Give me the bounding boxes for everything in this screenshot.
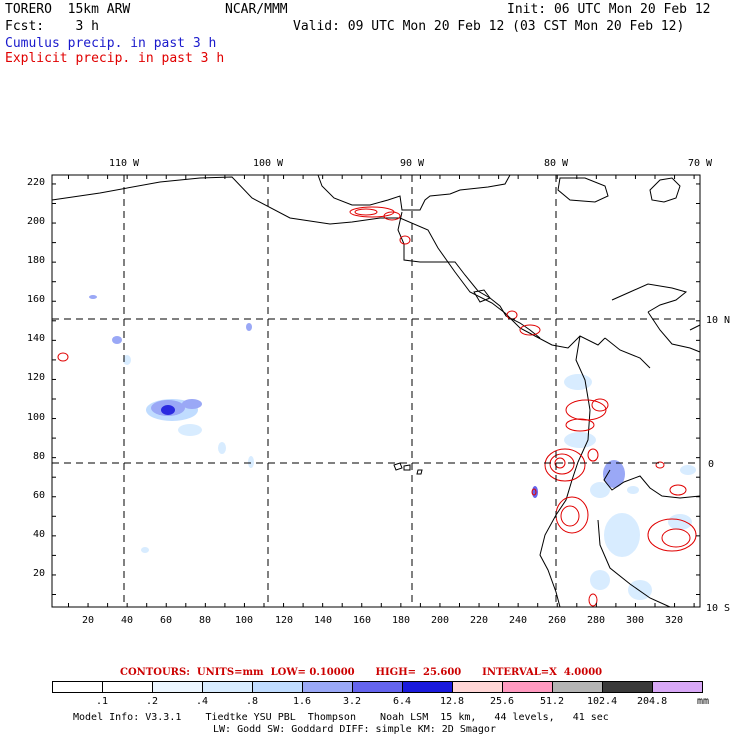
legend-swatch	[252, 681, 303, 693]
contours-info: CONTOURS: UNITS=mm LOW= 0.10000 HIGH= 25…	[120, 667, 603, 678]
lon-label: 70 W	[688, 158, 713, 169]
legend-value: .8	[246, 696, 259, 707]
legend-swatch	[202, 681, 253, 693]
x-tick-label: 40	[121, 615, 133, 626]
legend-swatch	[602, 681, 653, 693]
legend-value: .2	[146, 696, 159, 707]
legend-value: 25.6	[490, 696, 515, 707]
legend-swatch	[102, 681, 153, 693]
legend-swatch	[652, 681, 703, 693]
y-tick-label: 20	[33, 568, 45, 579]
axis-ticks	[52, 175, 700, 607]
lat-label: 0	[708, 459, 714, 470]
x-tick-label: 300	[626, 615, 644, 626]
legend-swatch	[352, 681, 403, 693]
x-tick-label: 20	[82, 615, 94, 626]
lat-label: 10 S	[706, 603, 730, 614]
y-tick-label: 80	[33, 451, 45, 462]
map-frame	[51, 174, 701, 608]
lon-label: 90 W	[400, 158, 425, 169]
x-tick-label: 220	[470, 615, 488, 626]
init-time: Init: 06 UTC Mon 20 Feb 12	[507, 2, 711, 17]
x-tick-label: 260	[548, 615, 566, 626]
x-tick-label: 200	[431, 615, 449, 626]
lon-label: 80 W	[544, 158, 569, 169]
legend-value: 6.4	[393, 696, 412, 707]
legend-unit: mm	[697, 696, 710, 707]
model-info: Model Info: V3.3.1 Tiedtke YSU PBL Thomp…	[73, 712, 609, 723]
forecast-hour: Fcst: 3 h	[5, 19, 99, 34]
lon-label: 110 W	[109, 158, 140, 169]
legend-swatch	[452, 681, 503, 693]
cumulus-label: Cumulus precip. in past 3 h	[5, 36, 217, 51]
x-tick-label: 60	[160, 615, 172, 626]
legend-value: 12.8	[440, 696, 465, 707]
physics-info: LW: Godd SW: Goddard DIFF: simple KM: 2D…	[213, 724, 496, 735]
y-tick-label: 140	[27, 333, 45, 344]
y-tick-label: 60	[33, 490, 45, 501]
organization: NCAR/MMM	[225, 2, 288, 17]
y-tick-label: 40	[33, 529, 45, 540]
y-tick-label: 100	[27, 412, 45, 423]
lat-label: 10 N	[706, 315, 730, 326]
x-tick-label: 80	[199, 615, 211, 626]
latlon-grid	[52, 175, 700, 607]
x-tick-label: 240	[509, 615, 527, 626]
legend-swatch	[302, 681, 353, 693]
y-tick-labels: 220 200 180 160 140 120 100 80 60 40 20	[27, 177, 45, 579]
y-tick-label: 120	[27, 372, 45, 383]
x-tick-label: 320	[665, 615, 683, 626]
x-tick-label: 140	[314, 615, 332, 626]
x-tick-labels: 20 40 60 80 100 120 140 160 180 200 220 …	[82, 615, 683, 626]
explicit-label: Explicit precip. in past 3 h	[5, 51, 225, 66]
legend-swatch	[152, 681, 203, 693]
legend-swatch	[552, 681, 603, 693]
legend-swatch	[502, 681, 553, 693]
coastlines	[51, 174, 701, 608]
y-tick-label: 180	[27, 255, 45, 266]
legend-swatch	[402, 681, 453, 693]
legend-swatch	[52, 681, 103, 693]
legend-value: 204.8	[637, 696, 668, 707]
x-tick-label: 100	[235, 615, 253, 626]
legend-value: 51.2	[540, 696, 565, 707]
y-tick-label: 200	[27, 216, 45, 227]
legend-value: 3.2	[343, 696, 362, 707]
x-tick-label: 280	[587, 615, 605, 626]
legend-value: .1	[96, 696, 109, 707]
legend-value: .4	[196, 696, 209, 707]
y-tick-label: 160	[27, 294, 45, 305]
model-title: TORERO 15km ARW	[5, 2, 131, 17]
legend-value: 1.6	[293, 696, 312, 707]
lon-label: 100 W	[253, 158, 284, 169]
legend-value: 102.4	[587, 696, 618, 707]
cumulus-precip-shading	[89, 295, 696, 600]
valid-time: Valid: 09 UTC Mon 20 Feb 12 (03 CST Mon …	[293, 19, 685, 34]
x-tick-label: 160	[353, 615, 371, 626]
x-tick-label: 180	[392, 615, 410, 626]
x-tick-label: 120	[275, 615, 293, 626]
y-tick-label: 220	[27, 177, 45, 188]
